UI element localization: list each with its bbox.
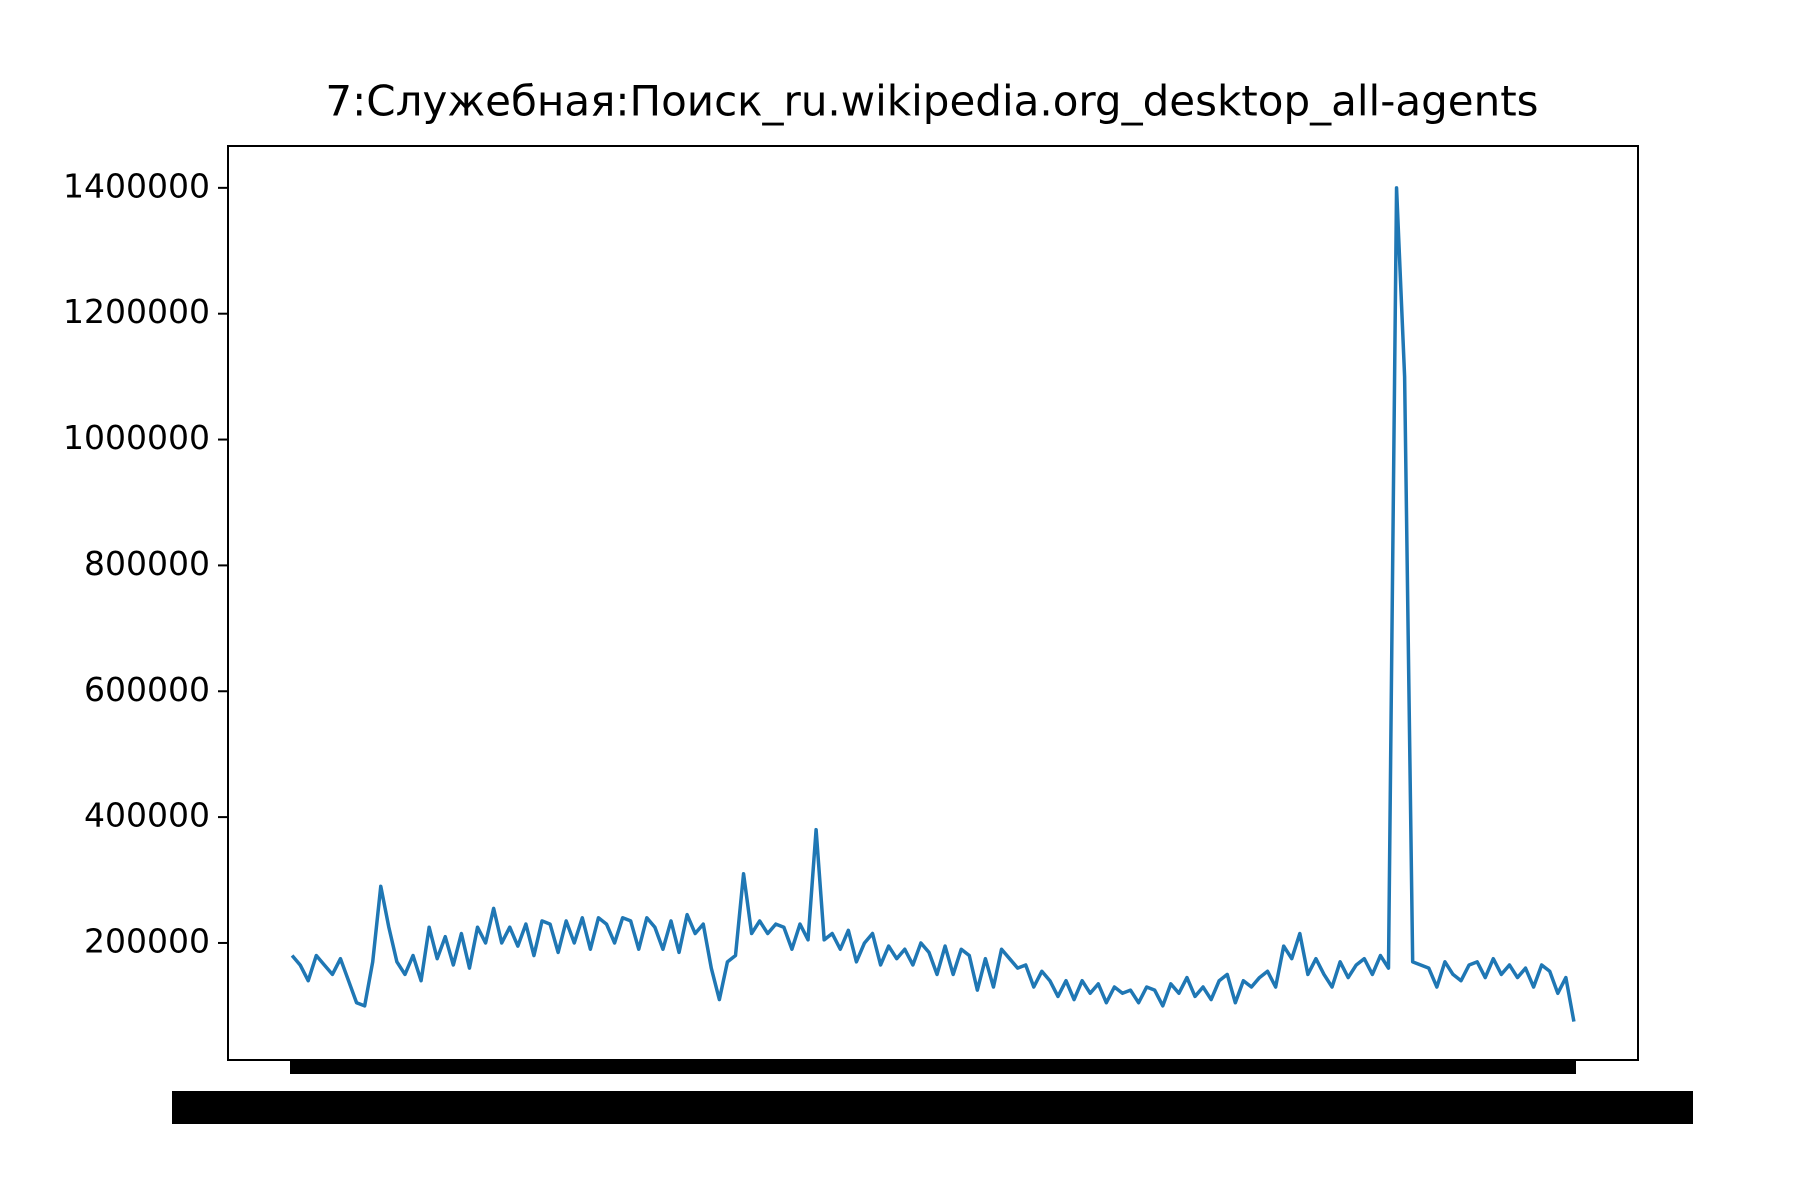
data-line	[290, 186, 1576, 1022]
y-tick-label: 1400000	[63, 166, 210, 205]
y-tick-label: 1000000	[63, 418, 210, 457]
y-tick-label: 800000	[84, 544, 210, 583]
y-tick-label: 600000	[84, 670, 210, 709]
y-tick-label: 200000	[84, 921, 210, 960]
x-tick-labels-overlap	[172, 1091, 1693, 1124]
y-tick-label: 400000	[84, 796, 210, 835]
chart-title: 7:Служебная:Поиск_ru.wikipedia.org_deskt…	[325, 77, 1538, 126]
x-tick-marks-overlap	[290, 1060, 1576, 1074]
y-tick-label: 1200000	[63, 292, 210, 331]
axes-frame	[227, 145, 1639, 1061]
